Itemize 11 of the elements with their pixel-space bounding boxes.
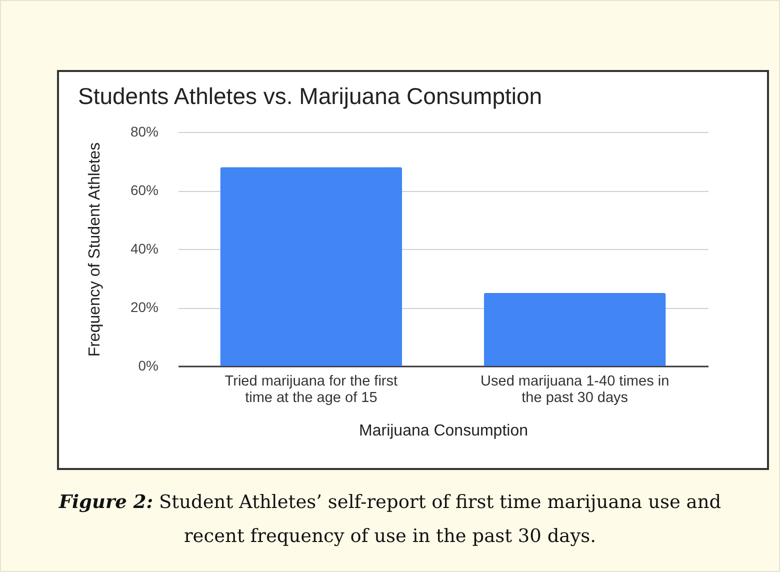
x-tick-label: Used marijuana 1-40 times in the past 30 days <box>480 374 670 406</box>
y-axis-title: Frequency of Student Athletes <box>86 142 104 357</box>
y-tick-label: 80% <box>130 124 158 140</box>
y-tick-label: 60% <box>130 182 158 198</box>
y-tick-label: 20% <box>130 299 158 315</box>
caption: Figure 2: Student Athletes’ self-report of first time marijuana use and recent frequency of use in the past 30 days. <box>58 491 722 549</box>
x-tick-label: Tried marijuana for the first time at the age of 15 <box>224 374 398 406</box>
y-tick-label: 40% <box>130 240 158 256</box>
chart-title: Students Athletes vs. Marijuana Consumption <box>78 83 542 109</box>
x-axis-title: Marijuana Consumption <box>359 422 528 440</box>
y-tick-label: 0% <box>138 358 158 374</box>
